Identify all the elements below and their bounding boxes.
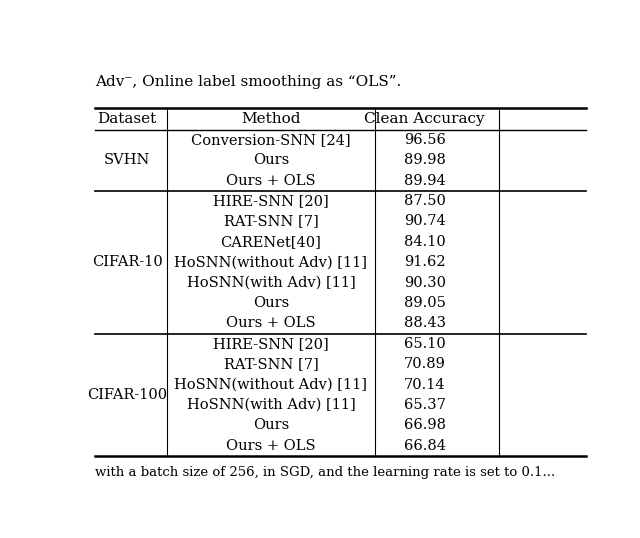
Text: HoSNN(with Adv) [11]: HoSNN(with Adv) [11] — [187, 275, 355, 289]
Text: Ours: Ours — [253, 296, 289, 310]
Text: Method: Method — [241, 112, 301, 126]
Text: CIFAR-10: CIFAR-10 — [92, 255, 163, 269]
Text: Ours + OLS: Ours + OLS — [226, 439, 316, 453]
Text: HoSNN(without Adv) [11]: HoSNN(without Adv) [11] — [175, 255, 367, 269]
Text: Ours: Ours — [253, 153, 289, 167]
Text: 89.98: 89.98 — [404, 153, 445, 167]
Text: HIRE-SNN [20]: HIRE-SNN [20] — [213, 337, 329, 351]
Text: 89.94: 89.94 — [404, 174, 445, 188]
Text: 84.10: 84.10 — [404, 235, 445, 249]
Text: SVHN: SVHN — [104, 153, 150, 167]
Text: Adv⁻, Online label smoothing as “OLS”.: Adv⁻, Online label smoothing as “OLS”. — [95, 75, 401, 89]
Text: 90.74: 90.74 — [404, 214, 445, 228]
Text: 66.98: 66.98 — [404, 419, 445, 433]
Text: 88.43: 88.43 — [404, 316, 445, 330]
Text: RAT-SNN [7]: RAT-SNN [7] — [223, 214, 318, 228]
Text: 70.14: 70.14 — [404, 378, 445, 392]
Text: 70.89: 70.89 — [404, 357, 445, 371]
Text: Clean Accuracy: Clean Accuracy — [364, 112, 485, 126]
Text: with a batch size of 256, in SGD, and the learning rate is set to 0.1...: with a batch size of 256, in SGD, and th… — [95, 465, 555, 479]
Text: Ours + OLS: Ours + OLS — [226, 174, 316, 188]
Text: Ours: Ours — [253, 419, 289, 433]
Text: Conversion-SNN [24]: Conversion-SNN [24] — [191, 133, 351, 147]
Text: 90.30: 90.30 — [404, 275, 445, 289]
Text: HIRE-SNN [20]: HIRE-SNN [20] — [213, 194, 329, 208]
Text: 87.50: 87.50 — [404, 194, 445, 208]
Text: HoSNN(without Adv) [11]: HoSNN(without Adv) [11] — [175, 378, 367, 392]
Text: 65.10: 65.10 — [404, 337, 445, 351]
Text: RAT-SNN [7]: RAT-SNN [7] — [223, 357, 318, 371]
Text: 89.05: 89.05 — [404, 296, 445, 310]
Text: 66.84: 66.84 — [404, 439, 445, 453]
Text: HoSNN(with Adv) [11]: HoSNN(with Adv) [11] — [187, 398, 355, 412]
Text: 91.62: 91.62 — [404, 255, 445, 269]
Text: 96.56: 96.56 — [404, 133, 445, 147]
Text: CARENet[40]: CARENet[40] — [221, 235, 321, 249]
Text: Ours + OLS: Ours + OLS — [226, 316, 316, 330]
Text: CIFAR-100: CIFAR-100 — [87, 388, 167, 402]
Text: Dataset: Dataset — [97, 112, 157, 126]
Text: 65.37: 65.37 — [404, 398, 445, 412]
